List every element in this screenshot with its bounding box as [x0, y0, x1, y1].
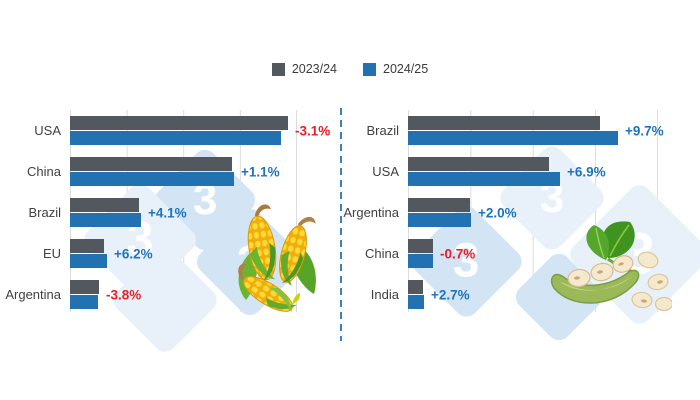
corn-icon — [238, 204, 316, 313]
bar-pair: +6.9% — [408, 157, 658, 186]
chart-row: China -0.7% — [338, 233, 658, 274]
bar-pair: +9.7% — [408, 116, 664, 145]
chart-row: Brazil +9.7% — [338, 110, 664, 151]
category-label-brazil: Brazil — [28, 205, 61, 220]
bar-pair: -3.8% — [70, 280, 297, 309]
change-label: +2.0% — [478, 205, 517, 220]
bar-2023-24 — [408, 198, 470, 212]
change-label: -3.8% — [106, 287, 142, 302]
soybean-chart-rows: Brazil +9.7% USA +6.9% Argentina +2.0% China -0… — [338, 110, 664, 315]
legend-item-2023-24: 2023/24 — [271, 62, 337, 76]
bar-2023-24 — [408, 280, 423, 294]
chart-row: EU +6.2% — [0, 233, 297, 274]
bar-pair: +1.1% — [70, 157, 297, 186]
legend: 2023/24 2024/25 — [0, 62, 700, 76]
bar-2024-25 — [408, 172, 560, 186]
chart-row: USA +6.9% — [338, 151, 658, 192]
bar-pair: +2.7% — [408, 280, 658, 309]
chart-row: India +2.7% — [338, 274, 658, 315]
change-label: -0.7% — [440, 246, 476, 261]
bar-2024-25 — [70, 254, 107, 268]
chart-row: Brazil +4.1% — [0, 192, 297, 233]
change-label: +4.1% — [148, 205, 187, 220]
bar-pair: +2.0% — [408, 198, 658, 227]
bar-2024-25 — [408, 254, 433, 268]
legend-item-2024-25: 2024/25 — [363, 62, 428, 76]
bar-2023-24 — [70, 116, 288, 130]
corn-chart-rows: USA -3.1% China +1.1% Brazil +4.1% EU +6.2% Arge… — [0, 110, 330, 315]
category-label-china: China — [27, 164, 61, 179]
bar-2023-24 — [408, 239, 433, 253]
legend-swatch-2023-24 — [271, 62, 285, 76]
category-label-argentina: Argentina — [343, 205, 399, 220]
bar-2024-25 — [408, 295, 424, 309]
bar-2023-24 — [70, 157, 232, 171]
legend-swatch-2024-25 — [363, 62, 376, 76]
bar-2023-24 — [70, 239, 104, 253]
bar-pair: +4.1% — [70, 198, 297, 227]
chart-divider-dashed-line — [340, 108, 342, 341]
chart-row: Argentina -3.8% — [0, 274, 297, 315]
bar-2024-25 — [70, 213, 141, 227]
change-label: +1.1% — [241, 164, 280, 179]
category-label-usa: USA — [34, 123, 61, 138]
legend-label-2023-24: 2023/24 — [291, 62, 337, 76]
bar-2024-25 — [70, 295, 98, 309]
bar-pair: -0.7% — [408, 239, 658, 268]
change-label: +9.7% — [625, 123, 664, 138]
change-label: +2.7% — [431, 287, 470, 302]
bar-2023-24 — [408, 157, 549, 171]
category-label-china: China — [365, 246, 399, 261]
bar-2024-25 — [70, 172, 234, 186]
bar-2023-24 — [408, 116, 600, 130]
bar-pair: +6.2% — [70, 239, 297, 268]
change-label: -3.1% — [295, 123, 331, 138]
category-label-brazil: Brazil — [366, 123, 399, 138]
change-label: +6.2% — [114, 246, 153, 261]
chart-row: USA -3.1% — [0, 110, 330, 151]
change-label: +6.9% — [567, 164, 606, 179]
category-label-argentina: Argentina — [5, 287, 61, 302]
category-label-usa: USA — [372, 164, 399, 179]
chart-row: Argentina +2.0% — [338, 192, 658, 233]
bar-2024-25 — [408, 213, 471, 227]
bar-2023-24 — [70, 280, 99, 294]
bar-2023-24 — [70, 198, 139, 212]
bar-2024-25 — [408, 131, 618, 145]
chart-row: China +1.1% — [0, 151, 297, 192]
bar-pair: -3.1% — [70, 116, 330, 145]
bar-2024-25 — [70, 131, 281, 145]
category-label-eu: EU — [42, 246, 61, 261]
soybean-icon — [550, 221, 672, 312]
legend-label-2024-25: 2024/25 — [383, 62, 429, 76]
soybean-production-chart: Brazil +9.7% USA +6.9% Argentina +2.0% China -0… — [338, 110, 664, 315]
category-label-india: India — [370, 287, 399, 302]
